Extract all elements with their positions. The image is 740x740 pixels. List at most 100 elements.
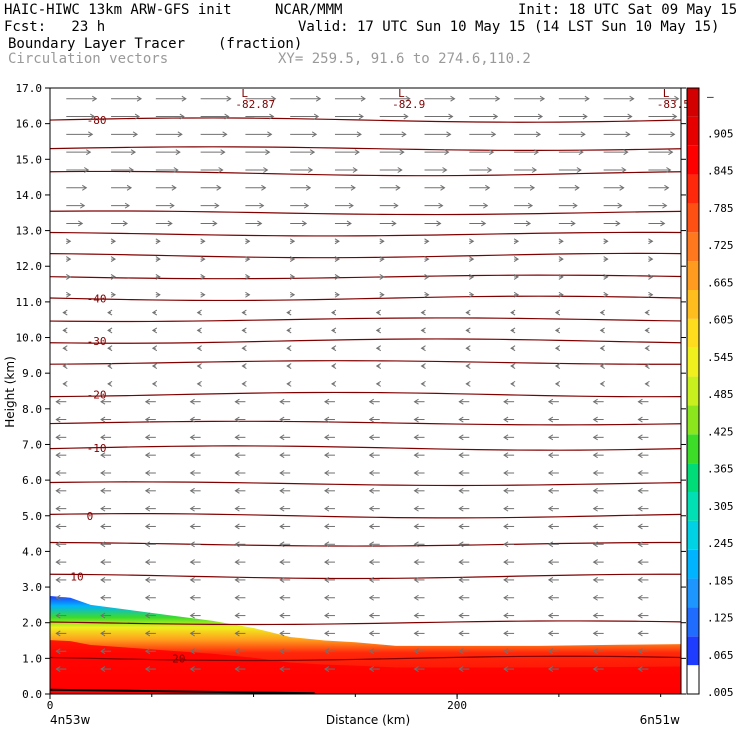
wind-vector-head [55, 577, 61, 583]
wind-vector-head [144, 452, 151, 459]
wind-vector-head [286, 380, 292, 387]
colorbar-swatch [687, 549, 699, 579]
wind-vector-head [62, 380, 68, 387]
wind-vector-head [55, 434, 61, 441]
wind-vector-head [289, 291, 296, 298]
wind-vector-head [637, 416, 643, 423]
wind-vector-head [107, 380, 113, 387]
wind-vector-head [637, 577, 643, 583]
wind-vector-head [196, 327, 202, 334]
wind-vector-head [241, 380, 247, 387]
wind-vector-head [55, 523, 61, 530]
wind-vector-head [348, 202, 354, 209]
wind-vector-head [375, 309, 382, 316]
x-axis-label: Distance (km) [326, 713, 410, 727]
wind-vector-head [368, 648, 375, 655]
wind-vector-head [269, 113, 275, 120]
wind-vector-head [440, 184, 446, 191]
wind-vector-head [648, 256, 654, 263]
wind-vector-head [554, 380, 561, 387]
wind-vector-head [100, 612, 106, 619]
isotherm-label: -80 [722, 114, 740, 127]
colorbar-label: .665 [707, 276, 734, 289]
wind-vector-head [200, 274, 206, 280]
wind-vector-head [592, 541, 598, 548]
wind-vector-head [547, 416, 554, 423]
wind-vector-head [424, 256, 430, 263]
wind-vector-head [222, 131, 228, 138]
wind-vector-head [420, 309, 426, 316]
wind-vector-head [592, 594, 598, 601]
wind-vector-head [259, 202, 265, 209]
org-label: NCAR/MMM [275, 2, 343, 18]
wind-vector-head [234, 630, 240, 637]
wind-vector-head [324, 541, 330, 548]
wind-vector-head [110, 291, 117, 298]
y-tick-label: 13.0 [16, 225, 43, 238]
wind-vector-head [637, 541, 643, 548]
wind-vector-head [124, 202, 131, 209]
plot-frame [49, 87, 682, 695]
wind-vector-head [279, 434, 285, 441]
wind-vector-head [368, 416, 375, 423]
wind-vector-head [151, 327, 158, 334]
wind-vector-head [324, 648, 330, 655]
wind-vector-head [547, 666, 554, 672]
wind-vector-head [424, 274, 430, 280]
wind-vector-head [55, 559, 61, 566]
wind-vector-head [599, 363, 605, 369]
wind-vector-head [234, 648, 240, 655]
wind-vector-head [413, 470, 419, 476]
wind-vector-head [637, 434, 643, 441]
wind-vector-head [313, 113, 320, 120]
wind-vector-head [107, 327, 113, 334]
pbl-tracer-core [50, 640, 681, 694]
wind-vector-head [100, 541, 106, 548]
wind-vector-head [132, 131, 139, 138]
colorbar-swatch [687, 290, 699, 319]
wind-vector-head [200, 256, 206, 263]
wind-vector-head [648, 238, 654, 245]
wind-vector-head [458, 452, 464, 459]
wind-vector-head [234, 612, 240, 619]
wind-vector-head [413, 630, 419, 637]
wind-vector-head [155, 291, 161, 298]
wind-vector-head [100, 470, 106, 476]
wind-vector-head [245, 256, 251, 263]
isotherm-line [50, 541, 681, 547]
wind-vector-head [465, 309, 471, 316]
wind-vector-head [55, 398, 61, 405]
wind-vector-head [529, 184, 536, 191]
wind-vector-head [234, 505, 240, 512]
wind-vector-head [354, 149, 360, 156]
wind-vector-head [334, 274, 340, 280]
wind-vector-head [144, 505, 151, 512]
wind-vector-head [324, 523, 330, 530]
x-axis-ticks: 0 200 [47, 694, 662, 712]
colorbar-swatch [687, 261, 699, 290]
wind-vector-head [218, 167, 224, 173]
wind-vector-head [547, 648, 554, 655]
isotherm--10 [50, 445, 681, 451]
wind-vector-head [401, 131, 407, 138]
wind-vector-head [503, 666, 509, 672]
wind-vector-head [547, 452, 554, 459]
circulation-vectors [55, 95, 680, 672]
wind-vector-head [637, 505, 643, 512]
wind-vector-head [668, 149, 674, 156]
wind-vector-head [674, 95, 680, 102]
wind-vector-head [648, 274, 654, 280]
colorbar-swatch [687, 607, 699, 637]
wind-vector-head [379, 256, 385, 263]
wind-vector-head [637, 612, 643, 619]
wind-vector-head [375, 345, 382, 352]
wind-vector-head [324, 505, 330, 512]
wind-vector-head [424, 291, 430, 298]
wind-vector-head [395, 184, 401, 191]
wind-vector-head [279, 487, 285, 494]
wind-vector-head [55, 541, 61, 548]
wind-vector-head [413, 594, 419, 601]
colorbar-swatch [687, 665, 699, 694]
wind-vector-head [234, 487, 240, 494]
